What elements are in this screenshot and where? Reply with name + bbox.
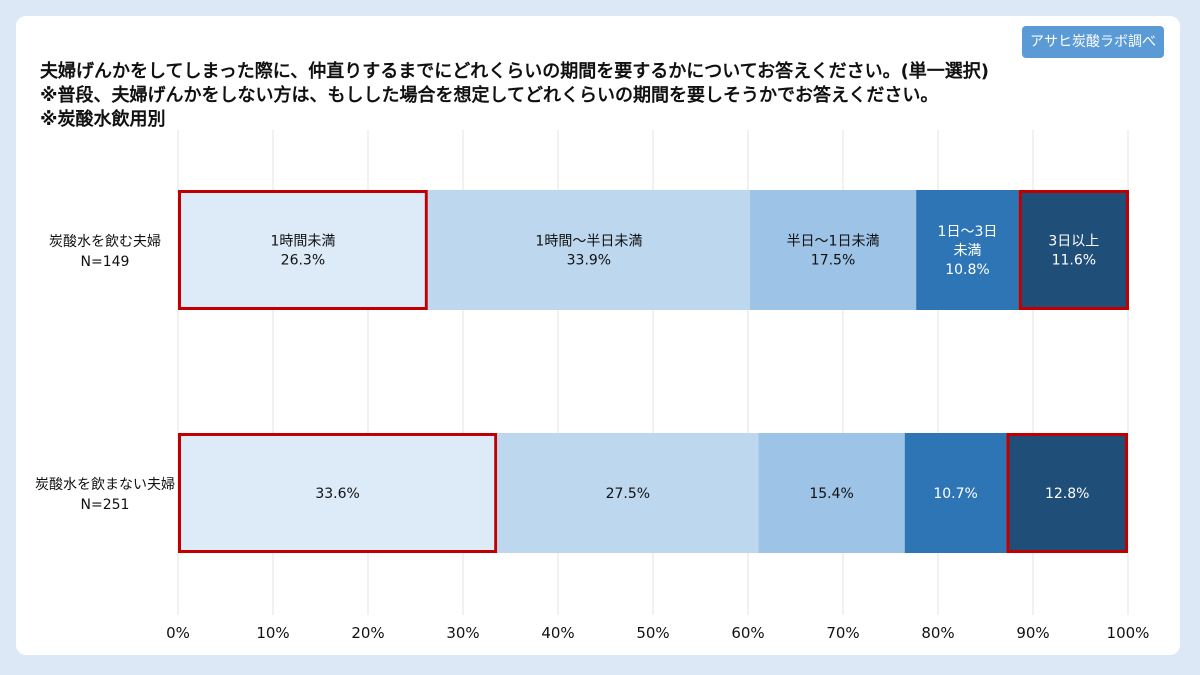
data-label: 33.9% — [567, 253, 611, 269]
x-tick-label: 40% — [541, 624, 574, 642]
data-label: 10.7% — [933, 486, 977, 502]
x-tick-label: 10% — [256, 624, 289, 642]
x-tick-label: 100% — [1107, 624, 1150, 642]
x-tick-label: 30% — [446, 624, 479, 642]
chart-title: 夫婦げんかをしてしまった際に、仲直りするまでにどれくらいの期間を要するかについて… — [40, 60, 1120, 132]
title-line-3: ※炭酸水飲用別 — [40, 109, 166, 130]
data-label: 11.6% — [1052, 253, 1096, 269]
bar-segment — [427, 190, 750, 310]
title-line-1: 夫婦げんかをしてしまった際に、仲直りするまでにどれくらいの期間を要するかについて… — [40, 61, 990, 82]
bar-segment — [916, 190, 1019, 310]
data-label: 33.6% — [315, 486, 359, 502]
segment-label: 半日～1日未満 — [787, 234, 880, 250]
data-label: 27.5% — [606, 486, 650, 502]
category-n-label: N=251 — [81, 497, 130, 513]
x-tick-label: 0% — [166, 624, 190, 642]
x-tick-label: 60% — [731, 624, 764, 642]
title-line-2: ※普段、夫婦げんかをしない方は、もしした場合を想定してどれくらいの期間を要しそう… — [40, 85, 939, 106]
x-tick-label: 20% — [351, 624, 384, 642]
source-badge: アサヒ炭酸ラボ調べ — [1022, 26, 1164, 58]
x-tick-label: 80% — [921, 624, 954, 642]
segment-label: 未満 — [953, 243, 981, 259]
data-label: 26.3% — [281, 253, 325, 269]
bar-segment — [758, 433, 905, 553]
highlight-frame — [1018, 190, 1129, 310]
bar-segment — [1006, 433, 1128, 553]
segment-label: 1日～3日 — [938, 224, 998, 240]
x-tick-label: 90% — [1016, 624, 1049, 642]
data-label: 12.8% — [1045, 486, 1089, 502]
data-label: 10.8% — [945, 262, 989, 278]
segment-label: 1時間～半日未満 — [535, 234, 642, 250]
bar-segment — [749, 190, 917, 310]
x-tick-label: 50% — [636, 624, 669, 642]
bar-segment — [178, 190, 428, 310]
highlight-frame — [178, 190, 428, 310]
data-label: 17.5% — [811, 253, 855, 269]
x-tick-label: 70% — [826, 624, 859, 642]
data-label: 15.4% — [809, 486, 853, 502]
category-label: 炭酸水を飲まない夫婦 — [35, 476, 175, 493]
highlight-frame — [1006, 433, 1129, 553]
segment-label: 3日以上 — [1048, 234, 1099, 250]
bar-segment — [904, 433, 1007, 553]
highlight-frame — [178, 433, 498, 553]
category-n-label: N=149 — [81, 254, 130, 270]
segment-label: 1時間未満 — [270, 234, 335, 250]
bar-segment — [178, 433, 498, 553]
bar-segment — [1018, 190, 1129, 310]
bar-segment — [497, 433, 759, 553]
category-label: 炭酸水を飲む夫婦 — [49, 233, 161, 250]
